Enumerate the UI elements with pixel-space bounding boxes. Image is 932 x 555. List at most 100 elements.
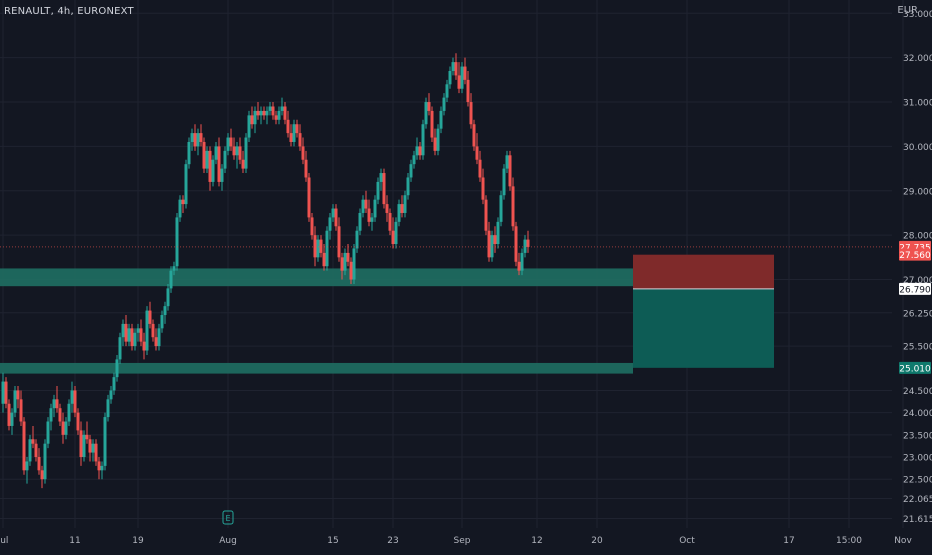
candle-body (277, 110, 281, 120)
candle-body (31, 439, 35, 444)
candle-body (106, 399, 110, 418)
candle-body (457, 75, 461, 89)
candle-body (136, 328, 140, 333)
candle-body (502, 168, 506, 196)
candle-body (52, 399, 56, 409)
candle-body (487, 230, 491, 258)
candle-body (199, 133, 203, 142)
support-zones (0, 268, 633, 374)
candle-body (385, 204, 389, 213)
candle-body (94, 443, 98, 462)
candle-body (130, 328, 134, 347)
time-axis[interactable]: Jul 11 19 Aug 15 23 Sep 12 20 Oct 17 15:00 Nov (0, 536, 912, 546)
candle-body (184, 164, 188, 205)
candle-body (358, 212, 362, 231)
candle-body (250, 115, 254, 125)
candle-body (148, 310, 152, 324)
candle-body (256, 110, 260, 116)
candle-body (43, 443, 47, 480)
candle-body (238, 146, 242, 160)
price-tick-label: 31.000 (903, 99, 932, 109)
candle-body (91, 443, 95, 453)
price-badge-label: 26.790 (899, 285, 931, 295)
time-tick-label: 15 (327, 536, 338, 546)
time-tick-label: 15:00 (836, 536, 862, 546)
candle-body (259, 110, 263, 116)
candle-body (127, 328, 131, 342)
candle-body (460, 66, 464, 89)
candle-body (142, 341, 146, 351)
time-tick-label: 11 (69, 536, 80, 546)
candle-body (445, 84, 449, 98)
earnings-marker-icon (222, 510, 234, 525)
candle-body (367, 208, 371, 222)
candle-body (310, 217, 314, 236)
candle-body (85, 434, 89, 440)
candle-body (334, 208, 338, 227)
candle-body (82, 434, 86, 458)
candle-body (418, 146, 422, 156)
position-tool[interactable] (0, 246, 892, 368)
candle-body (244, 137, 248, 169)
candle-body (400, 204, 404, 213)
time-tick-label: Aug (219, 536, 237, 546)
candle-body (145, 310, 149, 351)
time-tick-label: Oct (679, 536, 695, 546)
time-tick-label: Jul (0, 536, 8, 546)
candle-body (517, 261, 521, 271)
candle-body (19, 399, 23, 422)
candle-body (88, 439, 92, 453)
candle-body (190, 133, 194, 142)
stop-loss-zone (633, 254, 774, 289)
candle-body (274, 115, 278, 120)
candle-body (46, 421, 50, 444)
candle-body (109, 390, 113, 400)
candle-body (421, 124, 425, 156)
price-axis[interactable]: 33.000 32.000 31.000 30.000 29.000 28.000 27.0… (903, 10, 932, 525)
candle-body (22, 421, 26, 471)
candle-body (28, 439, 32, 462)
price-badge-label: 25.010 (899, 364, 931, 374)
price-tick-label: 25.500 (903, 343, 932, 353)
candle-body (223, 150, 227, 169)
price-tick-label: 22.065 (903, 495, 932, 505)
candle-body (178, 199, 182, 218)
candle-body (409, 164, 413, 178)
candle-body (301, 146, 305, 160)
candle-body (70, 390, 74, 404)
candle-body (352, 248, 356, 280)
candle-body (265, 110, 269, 116)
candle-body (64, 421, 68, 435)
candle-body (481, 177, 485, 200)
candle-body (97, 461, 101, 471)
candle-body (394, 221, 398, 245)
candle-body (217, 146, 221, 182)
price-tick-label: 29.000 (903, 187, 932, 197)
candle-body (403, 195, 407, 213)
candle-body (412, 155, 416, 165)
support-zone (0, 362, 633, 374)
candle-body (40, 470, 44, 480)
candle-body (103, 417, 107, 466)
candle-body (475, 146, 479, 160)
candle-body (328, 217, 332, 231)
candle-body (370, 217, 374, 222)
candle-body (157, 328, 161, 347)
candle-body (214, 146, 218, 160)
price-tick-label: 22.500 (903, 476, 932, 486)
candle-body (397, 204, 401, 222)
candle-body (232, 146, 236, 156)
candle-body (49, 408, 53, 422)
price-tick-label: 33.000 (903, 10, 932, 20)
candle-body (316, 239, 320, 258)
candle-body (241, 159, 245, 169)
price-tick-label: 24.500 (903, 387, 932, 397)
candle-body (205, 150, 209, 169)
candle-body (427, 102, 431, 111)
candle-body (16, 390, 20, 400)
take-profit-zone (633, 288, 774, 368)
candle-body (364, 199, 368, 209)
